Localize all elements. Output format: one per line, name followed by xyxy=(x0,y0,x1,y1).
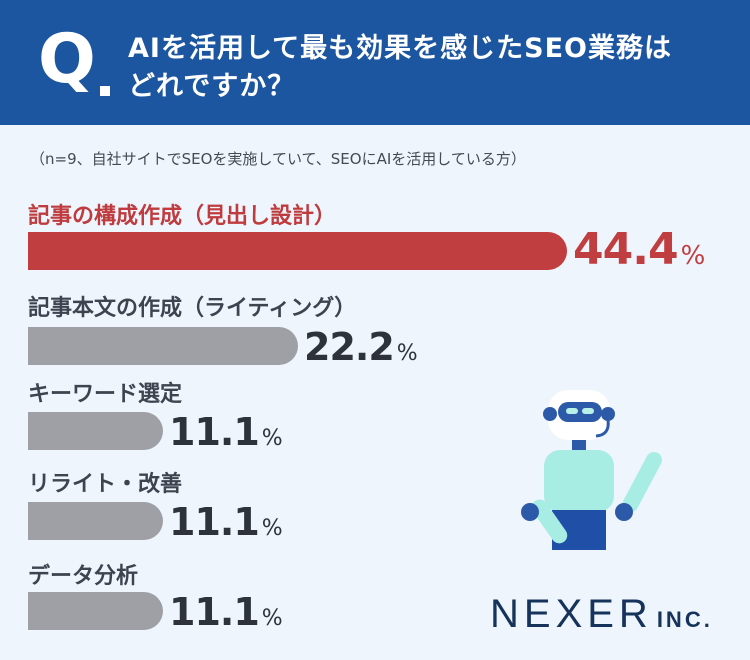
nexer-logo: NEXER INC. xyxy=(490,592,713,637)
robot-body xyxy=(544,450,614,512)
category-label: データ分析 xyxy=(28,564,139,589)
value-label: 11.1% xyxy=(169,410,283,454)
bar xyxy=(28,232,567,270)
robot-ear-right xyxy=(601,407,615,421)
robot-hand-left xyxy=(521,503,539,521)
logo-name: NEXER xyxy=(490,592,653,636)
question-mark-dot xyxy=(100,86,110,96)
value-label: 11.1% xyxy=(169,590,283,634)
question-line-1: AIを活用して最も効果を感じたSEO業務は xyxy=(128,33,672,64)
category-label: リライト・改善 xyxy=(28,472,183,497)
bar xyxy=(28,327,298,365)
robot-illustration xyxy=(521,390,662,550)
robot-visor xyxy=(558,402,602,422)
sample-note: （n=9、自社サイトでSEOを実施していて、SEOにAIを活用している方） xyxy=(30,150,526,168)
question-mark: Q xyxy=(38,20,96,99)
logo-suffix: INC. xyxy=(656,607,713,632)
bar xyxy=(28,502,163,540)
category-label: キーワード選定 xyxy=(28,382,183,407)
value-label: 22.2% xyxy=(304,325,418,369)
robot-hand-right xyxy=(615,503,633,521)
category-label: 記事の構成作成（見出し設計） xyxy=(28,204,337,229)
question-header: Q AIを活用して最も効果を感じたSEO業務は どれですか？ xyxy=(0,0,750,125)
value-label: 44.4% xyxy=(573,224,706,275)
robot-ear-left xyxy=(543,407,557,421)
question-line-2: どれですか？ xyxy=(128,71,296,102)
question-text: AIを活用して最も効果を感じたSEO業務は どれですか？ xyxy=(128,30,728,106)
bar xyxy=(28,412,163,450)
value-label: 11.1% xyxy=(169,500,283,544)
category-label: 記事本文の作成（ライティング） xyxy=(28,296,357,321)
bar xyxy=(28,592,163,630)
